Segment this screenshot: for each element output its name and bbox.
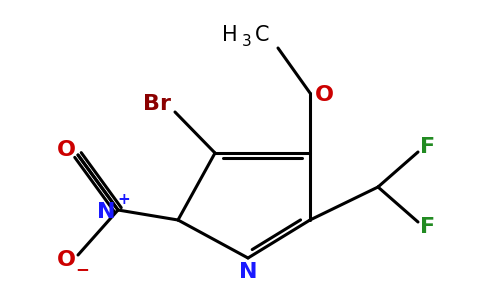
Text: O: O [57,140,76,160]
Text: F: F [421,137,436,157]
Text: F: F [421,217,436,237]
Text: 3: 3 [242,34,252,50]
Text: +: + [118,193,130,208]
Text: N: N [239,262,257,282]
Text: H: H [222,25,238,45]
Text: N: N [97,202,115,222]
Text: Br: Br [143,94,171,114]
Text: O: O [315,85,333,105]
Text: −: − [75,260,89,278]
Text: C: C [255,25,270,45]
Text: O: O [57,250,76,270]
